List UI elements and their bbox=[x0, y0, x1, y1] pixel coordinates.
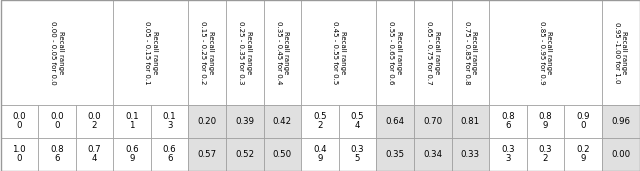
Bar bbox=[1, 105, 38, 138]
Text: Recall range
0.35 - 0.45 for 0.4: Recall range 0.35 - 0.45 for 0.4 bbox=[276, 21, 289, 84]
Bar bbox=[489, 1, 602, 105]
Bar bbox=[564, 138, 602, 170]
Text: Recall range
0.00 - 0.05 for 0.0: Recall range 0.00 - 0.05 for 0.0 bbox=[50, 21, 63, 85]
Bar bbox=[527, 105, 564, 138]
Text: 0.20: 0.20 bbox=[198, 117, 217, 126]
Bar bbox=[38, 105, 76, 138]
Text: 0.7
4: 0.7 4 bbox=[88, 145, 101, 163]
Text: Recall range
0.45 - 0.55 for 0.5: Recall range 0.45 - 0.55 for 0.5 bbox=[332, 21, 346, 84]
Bar bbox=[188, 138, 226, 170]
Bar bbox=[226, 1, 264, 105]
Text: 0.0
2: 0.0 2 bbox=[88, 112, 101, 130]
Text: 0.5
4: 0.5 4 bbox=[351, 112, 364, 130]
Bar bbox=[226, 105, 264, 138]
Text: Recall range
0.25 - 0.35 for 0.3: Recall range 0.25 - 0.35 for 0.3 bbox=[238, 21, 252, 84]
Bar bbox=[264, 138, 301, 170]
Bar bbox=[264, 105, 301, 138]
Bar bbox=[414, 138, 452, 170]
Text: Recall range
0.55 - 0.65 for 0.6: Recall range 0.55 - 0.65 for 0.6 bbox=[388, 21, 402, 84]
Text: 0.2
9: 0.2 9 bbox=[576, 145, 590, 163]
Text: 0.6
9: 0.6 9 bbox=[125, 145, 139, 163]
Text: 0.81: 0.81 bbox=[461, 117, 480, 126]
Bar bbox=[76, 105, 113, 138]
Bar bbox=[339, 138, 376, 170]
Text: 0.1
3: 0.1 3 bbox=[163, 112, 177, 130]
Bar bbox=[1, 1, 113, 105]
Bar bbox=[376, 105, 414, 138]
Text: 0.57: 0.57 bbox=[198, 150, 217, 159]
Text: Recall range
0.05 - 0.15 for 0.1: Recall range 0.05 - 0.15 for 0.1 bbox=[144, 21, 157, 85]
Bar bbox=[113, 105, 151, 138]
Text: 0.0
0: 0.0 0 bbox=[13, 112, 26, 130]
Bar bbox=[301, 1, 376, 105]
Bar bbox=[489, 105, 527, 138]
Text: 0.3
3: 0.3 3 bbox=[501, 145, 515, 163]
Bar bbox=[452, 138, 489, 170]
Text: 0.64: 0.64 bbox=[386, 117, 404, 126]
Bar bbox=[602, 105, 639, 138]
Bar bbox=[301, 105, 339, 138]
Text: Recall range
0.65 - 0.75 for 0.7: Recall range 0.65 - 0.75 for 0.7 bbox=[426, 21, 440, 85]
Text: 0.1
1: 0.1 1 bbox=[125, 112, 139, 130]
Bar bbox=[301, 138, 339, 170]
Bar bbox=[38, 138, 76, 170]
Text: 0.8
9: 0.8 9 bbox=[539, 112, 552, 130]
Bar bbox=[527, 138, 564, 170]
Bar bbox=[452, 105, 489, 138]
Text: 1.0
0: 1.0 0 bbox=[13, 145, 26, 163]
Bar bbox=[602, 138, 639, 170]
Bar bbox=[489, 138, 527, 170]
Text: 0.39: 0.39 bbox=[236, 117, 254, 126]
Text: 0.33: 0.33 bbox=[461, 150, 480, 159]
Text: Recall range
0.85 - 0.95 for 0.9: Recall range 0.85 - 0.95 for 0.9 bbox=[539, 21, 552, 85]
Text: 0.4
9: 0.4 9 bbox=[313, 145, 327, 163]
Bar bbox=[113, 1, 188, 105]
Text: 0.70: 0.70 bbox=[423, 117, 442, 126]
Bar bbox=[113, 138, 151, 170]
Text: 0.34: 0.34 bbox=[423, 150, 442, 159]
Bar bbox=[452, 1, 489, 105]
Text: 0.8
6: 0.8 6 bbox=[501, 112, 515, 130]
Text: 0.5
2: 0.5 2 bbox=[313, 112, 327, 130]
Bar bbox=[339, 105, 376, 138]
Text: 0.6
6: 0.6 6 bbox=[163, 145, 177, 163]
Text: Recall range
0.75 - 0.85 for 0.8: Recall range 0.75 - 0.85 for 0.8 bbox=[463, 21, 477, 85]
Bar bbox=[188, 105, 226, 138]
Text: 0.3
2: 0.3 2 bbox=[539, 145, 552, 163]
Bar bbox=[414, 105, 452, 138]
Text: 0.52: 0.52 bbox=[236, 150, 254, 159]
Bar bbox=[264, 1, 301, 105]
Bar bbox=[376, 138, 414, 170]
Text: Recall range
0.95 -1.00 for 1.0: Recall range 0.95 -1.00 for 1.0 bbox=[614, 22, 627, 83]
Bar bbox=[376, 1, 414, 105]
Text: Recall range
0.15 - 0.25 for 0.2: Recall range 0.15 - 0.25 for 0.2 bbox=[200, 21, 214, 84]
Bar bbox=[76, 138, 113, 170]
Text: 0.96: 0.96 bbox=[611, 117, 630, 126]
Text: 0.0
0: 0.0 0 bbox=[50, 112, 64, 130]
Text: 0.35: 0.35 bbox=[386, 150, 404, 159]
Text: 0.00: 0.00 bbox=[611, 150, 630, 159]
Text: 0.9
0: 0.9 0 bbox=[577, 112, 590, 130]
Bar bbox=[602, 1, 639, 105]
Text: 0.8
6: 0.8 6 bbox=[50, 145, 64, 163]
Text: 0.42: 0.42 bbox=[273, 117, 292, 126]
Text: 0.50: 0.50 bbox=[273, 150, 292, 159]
Bar bbox=[226, 138, 264, 170]
Bar bbox=[1, 138, 38, 170]
Bar bbox=[564, 105, 602, 138]
Bar bbox=[188, 1, 226, 105]
Bar bbox=[151, 105, 188, 138]
Bar bbox=[414, 1, 452, 105]
Text: 0.3
5: 0.3 5 bbox=[351, 145, 364, 163]
Bar bbox=[151, 138, 188, 170]
